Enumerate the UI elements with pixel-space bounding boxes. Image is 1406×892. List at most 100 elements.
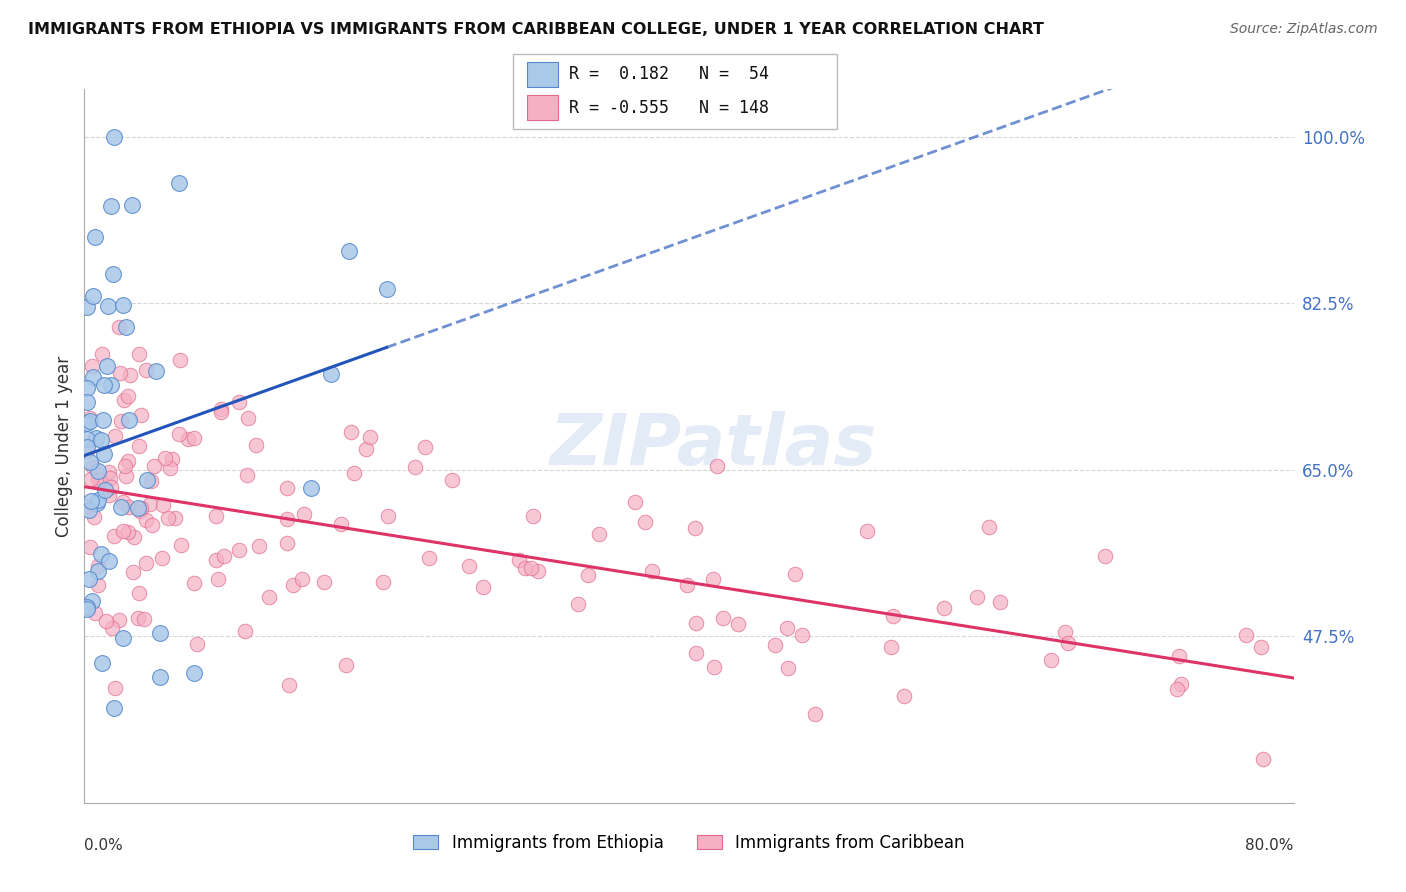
Point (129, 501, 152, 516)
Point (79, 540, 101, 554)
Point (84, 606, 107, 620)
Point (703, 660, 725, 674)
Point (90, 433, 112, 447)
Point (118, 413, 141, 427)
Point (82, 359, 104, 373)
Point (117, 454, 139, 468)
Point (404, 459, 426, 474)
Point (299, 481, 322, 495)
Point (278, 678, 301, 692)
Point (79, 411, 101, 425)
Point (183, 576, 205, 591)
Point (354, 442, 377, 456)
Point (77, 502, 100, 516)
Point (114, 468, 136, 483)
Point (77, 572, 100, 586)
Point (108, 320, 131, 334)
Point (167, 427, 190, 442)
Point (98, 465, 121, 479)
Point (576, 568, 599, 582)
Point (114, 320, 136, 334)
Point (127, 611, 149, 625)
Point (93, 447, 115, 461)
Point (567, 597, 589, 611)
Point (375, 282, 398, 296)
Point (76, 440, 98, 454)
Point (76, 433, 98, 447)
Point (82, 289, 104, 303)
Point (89, 473, 111, 487)
Point (79, 455, 101, 469)
Point (112, 392, 135, 407)
Point (212, 549, 235, 563)
Point (159, 461, 181, 475)
Point (121, 565, 143, 579)
Point (104, 681, 127, 695)
Point (588, 526, 610, 541)
Point (87, 559, 110, 574)
Point (520, 561, 543, 575)
Point (139, 474, 162, 488)
Point (76, 417, 98, 431)
Point (118, 500, 141, 515)
Point (135, 513, 157, 527)
Point (129, 408, 152, 422)
Point (527, 565, 550, 579)
Point (98, 488, 121, 502)
Text: 80.0%: 80.0% (1246, 838, 1294, 854)
Point (207, 572, 229, 586)
Point (103, 130, 125, 145)
Point (80, 494, 103, 508)
Point (685, 616, 707, 631)
Point (112, 632, 135, 646)
Point (792, 628, 814, 642)
Point (228, 543, 250, 558)
Point (676, 578, 699, 592)
Point (988, 595, 1011, 609)
Point (186, 637, 208, 651)
Point (110, 500, 132, 515)
Point (100, 480, 122, 494)
Text: 0.0%: 0.0% (84, 838, 124, 854)
Point (167, 176, 190, 190)
Point (108, 613, 131, 627)
Point (183, 431, 205, 445)
Point (235, 468, 257, 483)
Point (276, 512, 298, 526)
Point (76, 300, 98, 314)
Point (1170, 677, 1192, 691)
Point (76, 395, 98, 409)
Point (205, 508, 228, 523)
Point (104, 428, 127, 442)
Point (82, 460, 104, 475)
Point (633, 515, 655, 529)
Point (977, 519, 1000, 533)
Point (373, 574, 395, 589)
Point (145, 364, 167, 378)
Point (702, 572, 724, 586)
Point (152, 498, 174, 512)
Point (101, 621, 124, 635)
Point (276, 535, 298, 549)
Point (1251, 752, 1274, 766)
Point (120, 368, 142, 382)
Point (128, 439, 150, 453)
Point (882, 609, 904, 624)
Point (97, 554, 120, 568)
Point (96, 614, 118, 628)
Point (763, 638, 786, 652)
Point (165, 510, 187, 524)
Point (76, 444, 98, 458)
Point (337, 244, 360, 258)
Point (335, 658, 357, 673)
Point (245, 438, 267, 452)
Point (93, 378, 115, 392)
Point (122, 531, 145, 545)
Point (209, 404, 232, 418)
Point (94, 483, 117, 497)
Point (641, 565, 664, 579)
Point (169, 538, 191, 552)
Point (233, 624, 256, 639)
Point (683, 521, 706, 535)
Point (934, 601, 956, 615)
